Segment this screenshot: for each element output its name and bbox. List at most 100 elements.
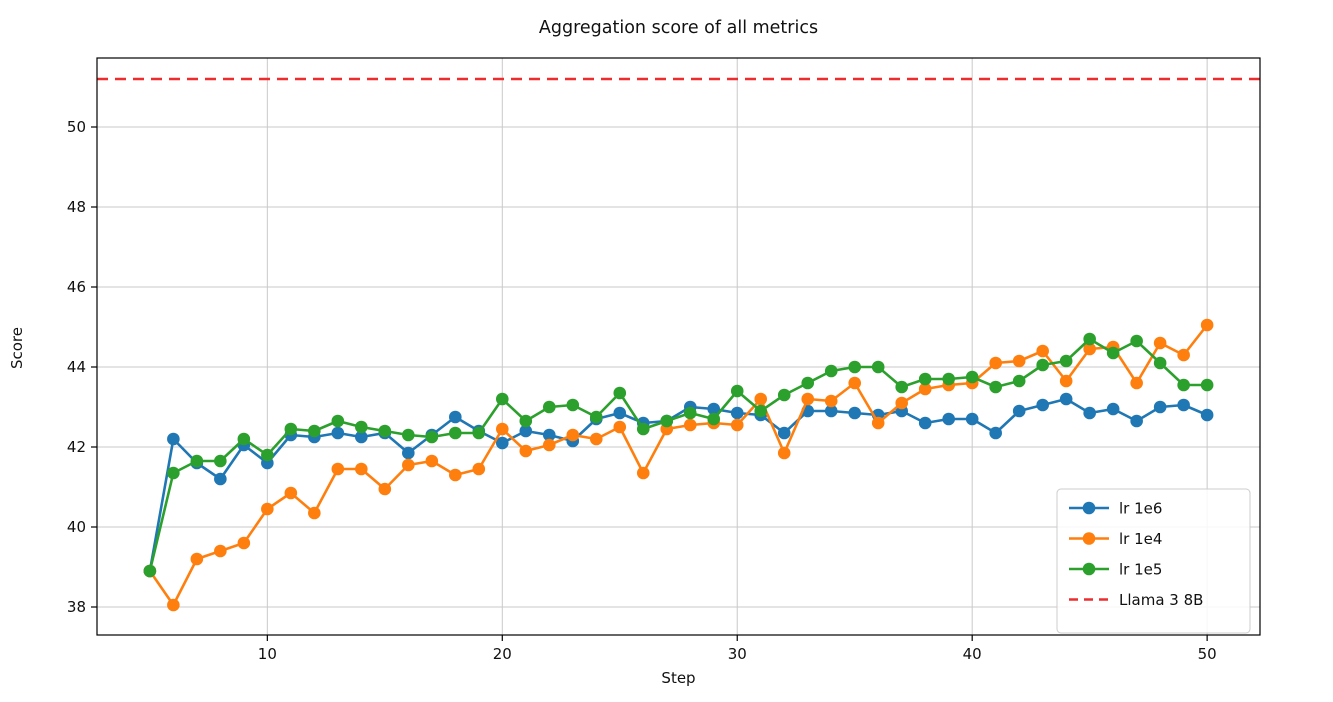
data-point xyxy=(402,428,415,442)
x-tick-label: 50 xyxy=(1198,645,1217,663)
data-point xyxy=(425,454,439,468)
data-point xyxy=(1012,374,1026,388)
data-point xyxy=(636,422,650,436)
data-point xyxy=(965,412,979,426)
data-point xyxy=(1177,378,1190,392)
data-point xyxy=(1012,354,1026,368)
data-point xyxy=(1153,336,1167,350)
data-point xyxy=(824,364,838,378)
data-point xyxy=(777,446,791,460)
data-point xyxy=(1036,358,1049,372)
data-point xyxy=(331,462,345,476)
data-point xyxy=(848,360,862,374)
data-point xyxy=(1200,378,1214,392)
legend-marker-dot xyxy=(1082,501,1096,515)
data-point xyxy=(683,406,697,420)
x-tick-label: 10 xyxy=(258,645,277,663)
data-point xyxy=(495,422,509,436)
data-point xyxy=(848,406,862,420)
data-point xyxy=(355,420,368,434)
data-point xyxy=(1083,342,1096,356)
data-point xyxy=(636,466,650,480)
data-point xyxy=(448,468,462,482)
data-point xyxy=(777,388,791,402)
data-point xyxy=(1036,344,1049,358)
data-point xyxy=(1083,406,1096,420)
data-point xyxy=(754,404,768,418)
data-point xyxy=(1106,402,1120,416)
data-point xyxy=(566,428,580,442)
data-point xyxy=(989,380,1002,394)
legend-marker-dot xyxy=(1082,562,1096,576)
data-point xyxy=(378,482,392,496)
data-point xyxy=(1059,392,1073,406)
data-point xyxy=(871,360,885,374)
data-point xyxy=(942,372,955,386)
data-point xyxy=(589,432,603,446)
data-point xyxy=(355,430,368,444)
chart-title: Aggregation score of all metrics xyxy=(538,18,819,38)
data-point xyxy=(730,406,744,420)
series-line-1 xyxy=(148,324,1209,607)
data-point xyxy=(1106,346,1120,360)
data-point xyxy=(918,416,932,430)
x-tick-label: 30 xyxy=(728,645,747,663)
data-point xyxy=(214,472,227,486)
legend-label: lr 1e6 xyxy=(1119,500,1162,518)
data-point xyxy=(754,392,768,406)
x-axis-label: Step xyxy=(661,669,696,687)
data-point xyxy=(190,552,204,566)
legend-label: lr 1e4 xyxy=(1119,530,1162,548)
x-tick-label: 40 xyxy=(963,645,982,663)
data-point xyxy=(801,376,815,390)
data-point xyxy=(261,448,274,462)
data-point xyxy=(965,370,979,384)
data-point xyxy=(613,386,627,400)
data-point xyxy=(918,382,932,396)
y-tick-label: 40 xyxy=(67,518,86,536)
data-point xyxy=(519,414,533,428)
data-point xyxy=(542,400,556,414)
data-point xyxy=(472,426,486,440)
data-point xyxy=(777,426,791,440)
y-tick-label: 48 xyxy=(67,198,86,216)
y-axis-label: Score xyxy=(8,327,26,370)
data-point xyxy=(378,424,392,438)
series-line-2 xyxy=(148,337,1208,572)
legend-box xyxy=(1056,488,1251,634)
data-point xyxy=(613,420,627,434)
data-point xyxy=(284,422,298,436)
data-point xyxy=(1200,408,1214,422)
data-point xyxy=(1083,332,1096,346)
data-point xyxy=(660,414,674,428)
data-point xyxy=(848,376,862,390)
data-point xyxy=(214,544,227,558)
data-point xyxy=(237,536,251,550)
data-point xyxy=(1153,356,1167,370)
data-point xyxy=(472,462,486,476)
data-point xyxy=(1177,348,1190,362)
data-point xyxy=(824,404,838,418)
data-point xyxy=(402,446,415,460)
data-point xyxy=(402,458,415,472)
data-point xyxy=(1012,404,1026,418)
data-point xyxy=(801,392,815,406)
data-point xyxy=(167,598,180,612)
data-point xyxy=(167,432,180,446)
data-point xyxy=(707,412,721,426)
data-point xyxy=(730,384,744,398)
data-point xyxy=(1153,400,1167,414)
y-tick-label: 38 xyxy=(67,598,86,616)
data-point xyxy=(308,506,321,520)
data-point xyxy=(542,428,556,442)
data-point xyxy=(519,444,533,458)
data-point xyxy=(1036,398,1049,412)
data-point xyxy=(448,426,462,440)
data-point xyxy=(871,416,885,430)
data-point xyxy=(308,424,321,438)
data-point xyxy=(1130,334,1143,348)
data-point xyxy=(519,424,533,438)
data-point xyxy=(707,402,721,416)
data-point xyxy=(425,430,439,444)
